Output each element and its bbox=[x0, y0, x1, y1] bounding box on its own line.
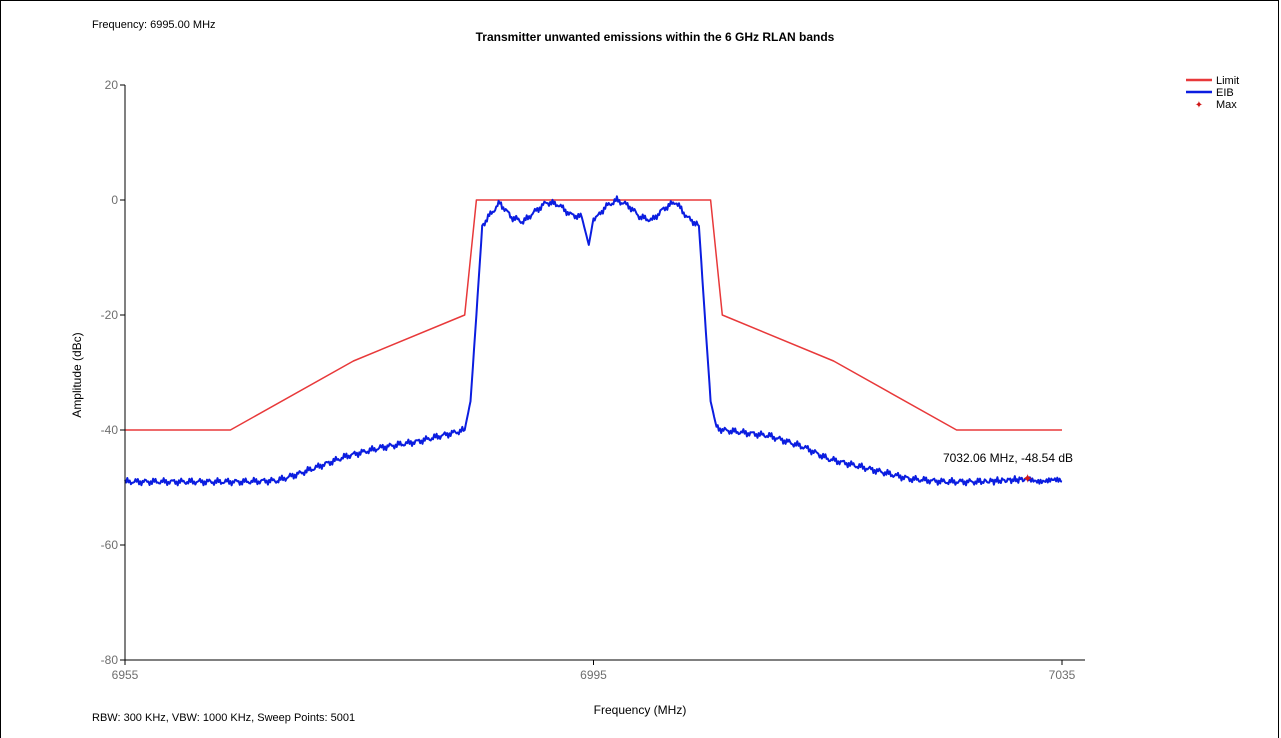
annotations: ✦ 7032.06 MHz, -48.54 dB bbox=[943, 451, 1073, 487]
settings-readout: RBW: 300 KHz, VBW: 1000 KHz, Sweep Point… bbox=[92, 712, 356, 724]
plot-area bbox=[124, 195, 1063, 487]
legend-label: Max bbox=[1216, 99, 1237, 111]
y-tick-label: 20 bbox=[105, 78, 119, 92]
x-tick-label: 6955 bbox=[112, 668, 139, 682]
legend-label: Limit bbox=[1216, 75, 1239, 87]
legend-item-max: ✦ Max bbox=[1195, 99, 1237, 111]
legend-label: EIB bbox=[1216, 87, 1234, 99]
max-marker: ✦ bbox=[1022, 472, 1033, 487]
legend-item-eib: EIB bbox=[1186, 87, 1234, 99]
y-tick-label: -80 bbox=[101, 653, 119, 667]
max-annotation: 7032.06 MHz, -48.54 dB bbox=[943, 451, 1073, 465]
axes bbox=[124, 85, 1085, 661]
x-axis-title: Frequency (MHz) bbox=[594, 703, 687, 717]
legend-item-limit: Limit bbox=[1186, 75, 1239, 87]
y-tick-label: 0 bbox=[111, 193, 118, 207]
series-line-eib bbox=[124, 195, 1063, 487]
chart-title: Transmitter unwanted emissions within th… bbox=[476, 30, 835, 44]
series-line-limit bbox=[125, 199, 1062, 431]
x-tick-label: 6995 bbox=[580, 668, 607, 682]
y-tick-label: -20 bbox=[101, 308, 119, 322]
y-tick-label: -60 bbox=[101, 538, 119, 552]
y-tick-label: -40 bbox=[101, 423, 119, 437]
legend-swatch: ✦ bbox=[1195, 100, 1203, 111]
frequency-readout: Frequency: 6995.00 MHz bbox=[92, 19, 216, 31]
x-tick-label: 7035 bbox=[1049, 668, 1076, 682]
y-axis-title: Amplitude (dBc) bbox=[70, 332, 84, 417]
